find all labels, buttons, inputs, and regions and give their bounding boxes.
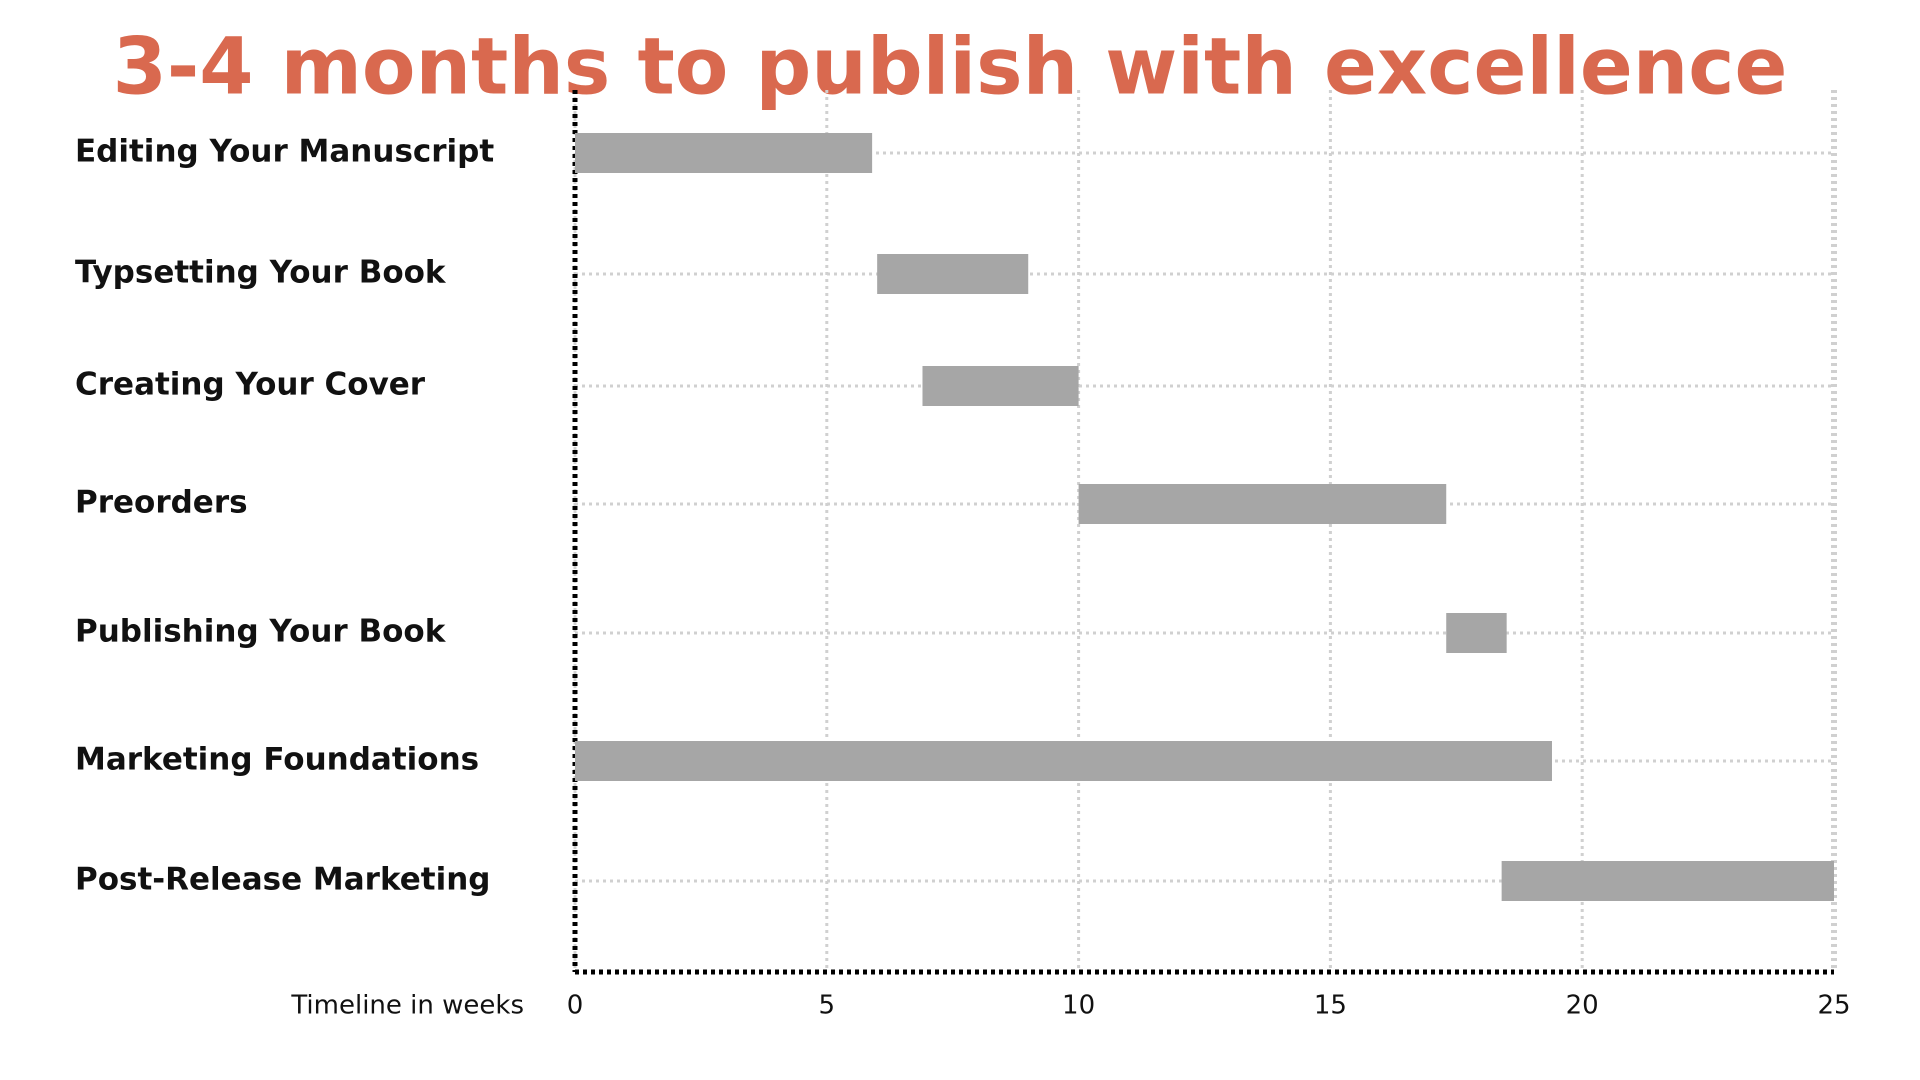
category-label: Creating Your Cover	[75, 367, 426, 403]
x-axis-label: Timeline in weeks	[290, 991, 524, 1021]
x-tick-label: 10	[1062, 991, 1095, 1021]
category-label: Post-Release Marketing	[75, 862, 490, 898]
bar	[1446, 613, 1507, 653]
bar	[922, 366, 1079, 406]
x-tick-label: 5	[819, 991, 836, 1021]
bar	[1501, 861, 1834, 901]
bar	[575, 133, 873, 173]
bar	[575, 741, 1552, 781]
x-tick-label: 0	[567, 991, 584, 1021]
category-label: Editing Your Manuscript	[75, 134, 494, 170]
category-label: Preorders	[75, 485, 248, 521]
category-label: Publishing Your Book	[75, 614, 447, 650]
category-label: Typsetting Your Book	[75, 255, 447, 291]
x-tick-label: 20	[1566, 991, 1599, 1021]
x-tick-label: 15	[1314, 991, 1347, 1021]
chart-title: 3-4 months to publish with excellence	[113, 22, 1788, 112]
x-tick-label: 25	[1817, 991, 1850, 1021]
bar	[877, 254, 1029, 294]
category-label: Marketing Foundations	[75, 742, 479, 778]
bar	[1078, 484, 1447, 524]
